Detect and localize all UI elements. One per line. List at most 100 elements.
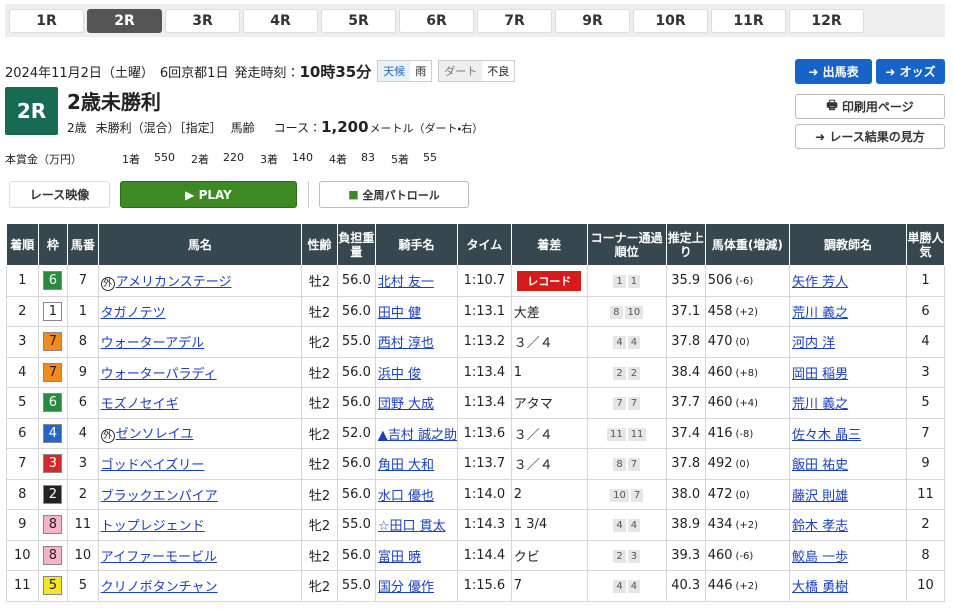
jockey[interactable]: ▲吉村 誠之助 <box>377 427 457 443</box>
race-tab[interactable]: 11R <box>711 9 786 33</box>
label: PLAY <box>198 187 232 202</box>
corner: 7 <box>613 397 626 411</box>
race-tab[interactable]: 12R <box>789 9 864 33</box>
waku-cell: 6 <box>37 387 69 419</box>
jockey[interactable]: 北村 友一 <box>377 275 434 291</box>
prize-label: 本賞金（万円） <box>5 153 82 166</box>
last-3f: 37.1 <box>665 295 706 327</box>
body-cell: 458 (+2) <box>704 295 791 327</box>
waku: 5 <box>43 576 63 596</box>
horse-number: 11 <box>67 509 99 541</box>
jockey[interactable]: 西村 淳也 <box>377 336 434 352</box>
popularity: 1 <box>905 265 946 297</box>
odds-button[interactable]: ➜ オッズ <box>876 59 945 84</box>
corners: 11 11 <box>586 417 667 449</box>
column-header: 調教師名 <box>789 223 907 266</box>
corner: 4 <box>613 519 626 533</box>
trainer[interactable]: 鈴木 孝志 <box>792 519 849 535</box>
jockey[interactable]: 団野 大成 <box>377 397 434 413</box>
trainer[interactable]: 荒川 義之 <box>792 397 849 413</box>
horse-name[interactable]: タガノテツ <box>100 305 166 321</box>
jockey[interactable]: 水口 優也 <box>377 488 434 504</box>
corner: 4 <box>627 519 641 533</box>
jockey[interactable]: ☆田口 貫太 <box>377 519 446 535</box>
result-row: 8 2 2 ブラックエンパイア 牡2 56.0 水口 優也 1:14.0 2 10 7 38.0 472… <box>6 478 946 510</box>
distance: 1,200 <box>321 118 369 136</box>
last-3f: 35.9 <box>665 265 706 297</box>
column-header: コーナー通過順位 <box>586 223 667 266</box>
jockey[interactable]: 浜中 俊 <box>377 366 421 382</box>
rank: 3 <box>6 326 39 358</box>
column-header: 馬番 <box>67 223 99 266</box>
jockey-cell: ▲吉村 誠之助 <box>374 417 459 449</box>
waku: 4 <box>43 423 63 443</box>
corner: 2 <box>613 549 626 563</box>
jockey[interactable]: 富田 暁 <box>377 549 421 565</box>
horse-cell: 外ゼンソレイユ <box>97 417 303 449</box>
horse-name[interactable]: アイファーモービル <box>100 549 218 565</box>
print-button[interactable]: 🖶 印刷用ページ <box>795 94 945 119</box>
horse-name[interactable]: ウォーターアデル <box>100 336 205 352</box>
entries-button[interactable]: ➜ 出馬表 <box>795 59 872 84</box>
race-tab[interactable]: 4R <box>243 9 318 33</box>
trainer-cell: 鮫島 一歩 <box>789 539 907 571</box>
horse-name[interactable]: ゼンソレイユ <box>115 427 194 443</box>
horse-number: 10 <box>67 539 99 571</box>
horse-name[interactable]: ゴッドベイズリー <box>100 458 205 474</box>
horse-name[interactable]: モズノセイギ <box>100 397 179 413</box>
weight: 56.0 <box>336 539 376 571</box>
prize-place: 4着 <box>329 153 347 166</box>
jockey-cell: 西村 淳也 <box>374 326 459 358</box>
last-3f: 40.3 <box>665 570 706 602</box>
horse-cell: トップレジェンド <box>97 509 303 541</box>
horse-name[interactable]: ウォーターパラディ <box>100 366 217 382</box>
result-row: 2 1 1 タガノテツ 牡2 56.0 田中 健 1:13.1 大差 8 10 37.1 458 (+2)… <box>6 295 946 327</box>
jockey[interactable]: 角田 大和 <box>377 458 434 474</box>
waku-cell: 4 <box>37 417 69 449</box>
trainer-cell: 飯田 祐史 <box>789 448 907 480</box>
trainer[interactable]: 大橋 勇樹 <box>792 580 849 596</box>
horse-name[interactable]: アメリカンステージ <box>115 274 232 290</box>
trainer[interactable]: 鮫島 一歩 <box>792 549 849 565</box>
race-tab[interactable]: 3R <box>165 9 240 33</box>
corner: 2 <box>627 366 641 380</box>
race-tab[interactable]: 7R <box>477 9 552 33</box>
race-tab[interactable]: 5R <box>321 9 396 33</box>
trainer[interactable]: 矢作 芳人 <box>792 275 849 291</box>
play-button[interactable]: ▶ PLAY <box>120 181 297 208</box>
margin-cell: ３／４ <box>510 448 588 480</box>
patrol-button[interactable]: ■ 全周パトロール <box>319 181 469 208</box>
race-tab[interactable]: 6R <box>399 9 474 33</box>
jockey-cell: 国分 優作 <box>374 570 459 602</box>
horse-cell: タガノテツ <box>97 295 303 327</box>
margin-cell: 大差 <box>510 295 588 327</box>
popularity: 11 <box>905 478 946 510</box>
race-number: 2R <box>5 87 58 135</box>
jockey-cell: 団野 大成 <box>374 387 459 419</box>
jockey[interactable]: 田中 健 <box>377 305 421 321</box>
guide-button[interactable]: ➜ レース結果の見方 <box>795 124 945 149</box>
race-tab[interactable]: 1R <box>9 9 84 33</box>
race-tab[interactable]: 9R <box>555 9 630 33</box>
body-diff: (+4) <box>735 398 759 410</box>
trainer[interactable]: 河内 洋 <box>792 336 836 352</box>
jockey[interactable]: 国分 優作 <box>377 580 434 596</box>
popularity: 5 <box>905 387 946 419</box>
body-diff: (+2) <box>735 520 759 532</box>
race-tab[interactable]: 10R <box>633 9 708 33</box>
trainer[interactable]: 荒川 義之 <box>792 305 849 321</box>
trainer[interactable]: 佐々木 晶三 <box>792 427 862 443</box>
trainer[interactable]: 岡田 稲男 <box>792 366 849 382</box>
horse-name[interactable]: トップレジェンド <box>100 519 205 535</box>
horse-name[interactable]: クリノボタンチャン <box>100 580 218 596</box>
horse-name[interactable]: ブラックエンパイア <box>100 488 218 504</box>
horse-number: 9 <box>67 356 99 388</box>
column-header: 着差 <box>510 223 588 266</box>
trainer[interactable]: 飯田 祐史 <box>792 458 849 474</box>
margin: レコード <box>517 270 582 291</box>
margin-cell: 7 <box>510 570 588 602</box>
race-tab[interactable]: 2R <box>87 9 162 33</box>
body-diff: (+2) <box>735 306 759 318</box>
trainer[interactable]: 藤沢 則雄 <box>792 488 849 504</box>
